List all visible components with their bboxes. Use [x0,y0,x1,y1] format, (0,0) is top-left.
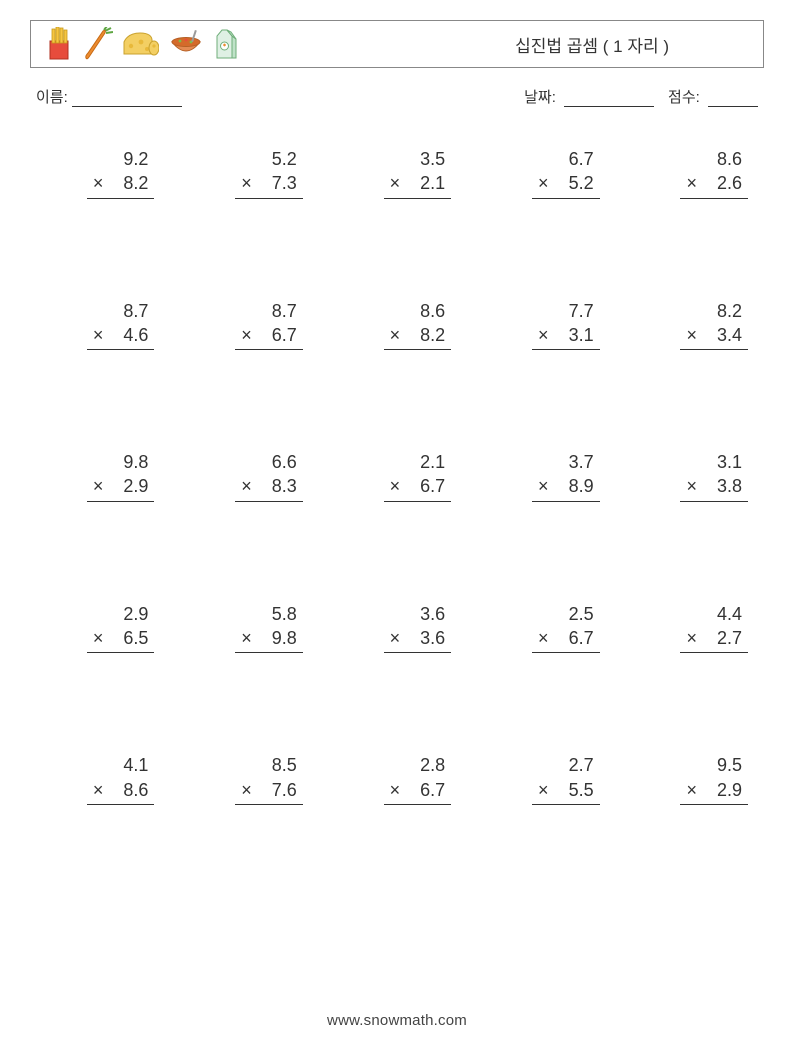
multiplicand: 4.4 [680,602,748,626]
problems-grid: 9.2× 8.25.2× 7.33.5× 2.16.7× 5.28.6× 2.6… [30,137,764,805]
multiplicand: 2.1 [384,450,452,474]
problem: 9.2× 8.2 [46,147,154,199]
carrot-icon [83,27,113,61]
multiplicand: 8.5 [235,753,303,777]
multiplier-row: × 8.2 [87,171,155,198]
multiplicand: 6.6 [235,450,303,474]
problem: 2.5× 6.7 [491,602,599,654]
multiplier-row: × 8.6 [87,778,155,805]
problem: 2.9× 6.5 [46,602,154,654]
problem: 9.5× 2.9 [640,753,748,805]
date-label: 날짜: [524,89,556,106]
multiplicand: 9.8 [87,450,155,474]
multiplier-row: × 2.9 [680,778,748,805]
fries-icon [45,27,73,61]
multiplier-row: × 2.9 [87,474,155,501]
multiplier-row: × 7.3 [235,171,303,198]
multiplier-row: × 2.1 [384,171,452,198]
problem: 6.6× 8.3 [194,450,302,502]
multiplicand: 3.1 [680,450,748,474]
multiplicand: 5.2 [235,147,303,171]
multiplier-row: × 4.6 [87,323,155,350]
footer-url: www.snowmath.com [0,1012,794,1029]
multiplier-row: × 5.5 [532,778,600,805]
multiplier-row: × 3.1 [532,323,600,350]
date-blank [564,91,654,107]
multiplicand: 8.7 [235,299,303,323]
problem: 5.2× 7.3 [194,147,302,199]
multiplicand: 9.5 [680,753,748,777]
problem: 3.6× 3.6 [343,602,451,654]
problem: 6.7× 5.2 [491,147,599,199]
multiplicand: 7.7 [532,299,600,323]
problem: 3.7× 8.9 [491,450,599,502]
multiplier-row: × 2.7 [680,626,748,653]
multiplicand: 2.5 [532,602,600,626]
multiplicand: 8.2 [680,299,748,323]
header-box: 십진법 곱셈 ( 1 자리 ) [30,20,764,68]
problem: 2.8× 6.7 [343,753,451,805]
milk-icon [213,27,239,61]
header-icons [45,27,239,61]
multiplier-row: × 6.7 [532,626,600,653]
problem: 8.7× 6.7 [194,299,302,351]
multiplicand: 8.6 [384,299,452,323]
multiplicand: 3.7 [532,450,600,474]
problem: 9.8× 2.9 [46,450,154,502]
multiplicand: 6.7 [532,147,600,171]
multiplier-row: × 5.2 [532,171,600,198]
multiplicand: 2.9 [87,602,155,626]
multiplier-row: × 3.8 [680,474,748,501]
info-line: 이름: 날짜: 점수: [36,86,758,107]
multiplicand: 4.1 [87,753,155,777]
multiplier-row: × 8.9 [532,474,600,501]
problem: 7.7× 3.1 [491,299,599,351]
multiplier-row: × 8.2 [384,323,452,350]
problem: 2.1× 6.7 [343,450,451,502]
problem: 8.2× 3.4 [640,299,748,351]
problem: 8.5× 7.6 [194,753,302,805]
multiplier-row: × 3.6 [384,626,452,653]
cheese-icon [123,30,159,58]
multiplier-row: × 6.7 [384,474,452,501]
name-label: 이름: [36,86,68,107]
multiplier-row: × 9.8 [235,626,303,653]
name-blank [72,91,182,107]
multiplicand: 8.7 [87,299,155,323]
multiplicand: 9.2 [87,147,155,171]
score-blank [708,91,758,107]
multiplicand: 3.6 [384,602,452,626]
multiplier-row: × 6.7 [384,778,452,805]
multiplicand: 2.7 [532,753,600,777]
problem: 3.5× 2.1 [343,147,451,199]
multiplicand: 5.8 [235,602,303,626]
problem: 8.6× 8.2 [343,299,451,351]
multiplicand: 8.6 [680,147,748,171]
multiplier-row: × 6.5 [87,626,155,653]
problem: 5.8× 9.8 [194,602,302,654]
worksheet-title: 십진법 곱셈 ( 1 자리 ) [515,32,669,57]
multiplier-row: × 8.3 [235,474,303,501]
problem: 8.7× 4.6 [46,299,154,351]
multiplier-row: × 6.7 [235,323,303,350]
multiplicand: 2.8 [384,753,452,777]
problem: 8.6× 2.6 [640,147,748,199]
score-label: 점수: [668,89,700,106]
multiplier-row: × 7.6 [235,778,303,805]
problem: 2.7× 5.5 [491,753,599,805]
bowl-icon [169,30,203,58]
problem: 4.1× 8.6 [46,753,154,805]
problem: 3.1× 3.8 [640,450,748,502]
multiplier-row: × 3.4 [680,323,748,350]
problem: 4.4× 2.7 [640,602,748,654]
multiplier-row: × 2.6 [680,171,748,198]
multiplicand: 3.5 [384,147,452,171]
